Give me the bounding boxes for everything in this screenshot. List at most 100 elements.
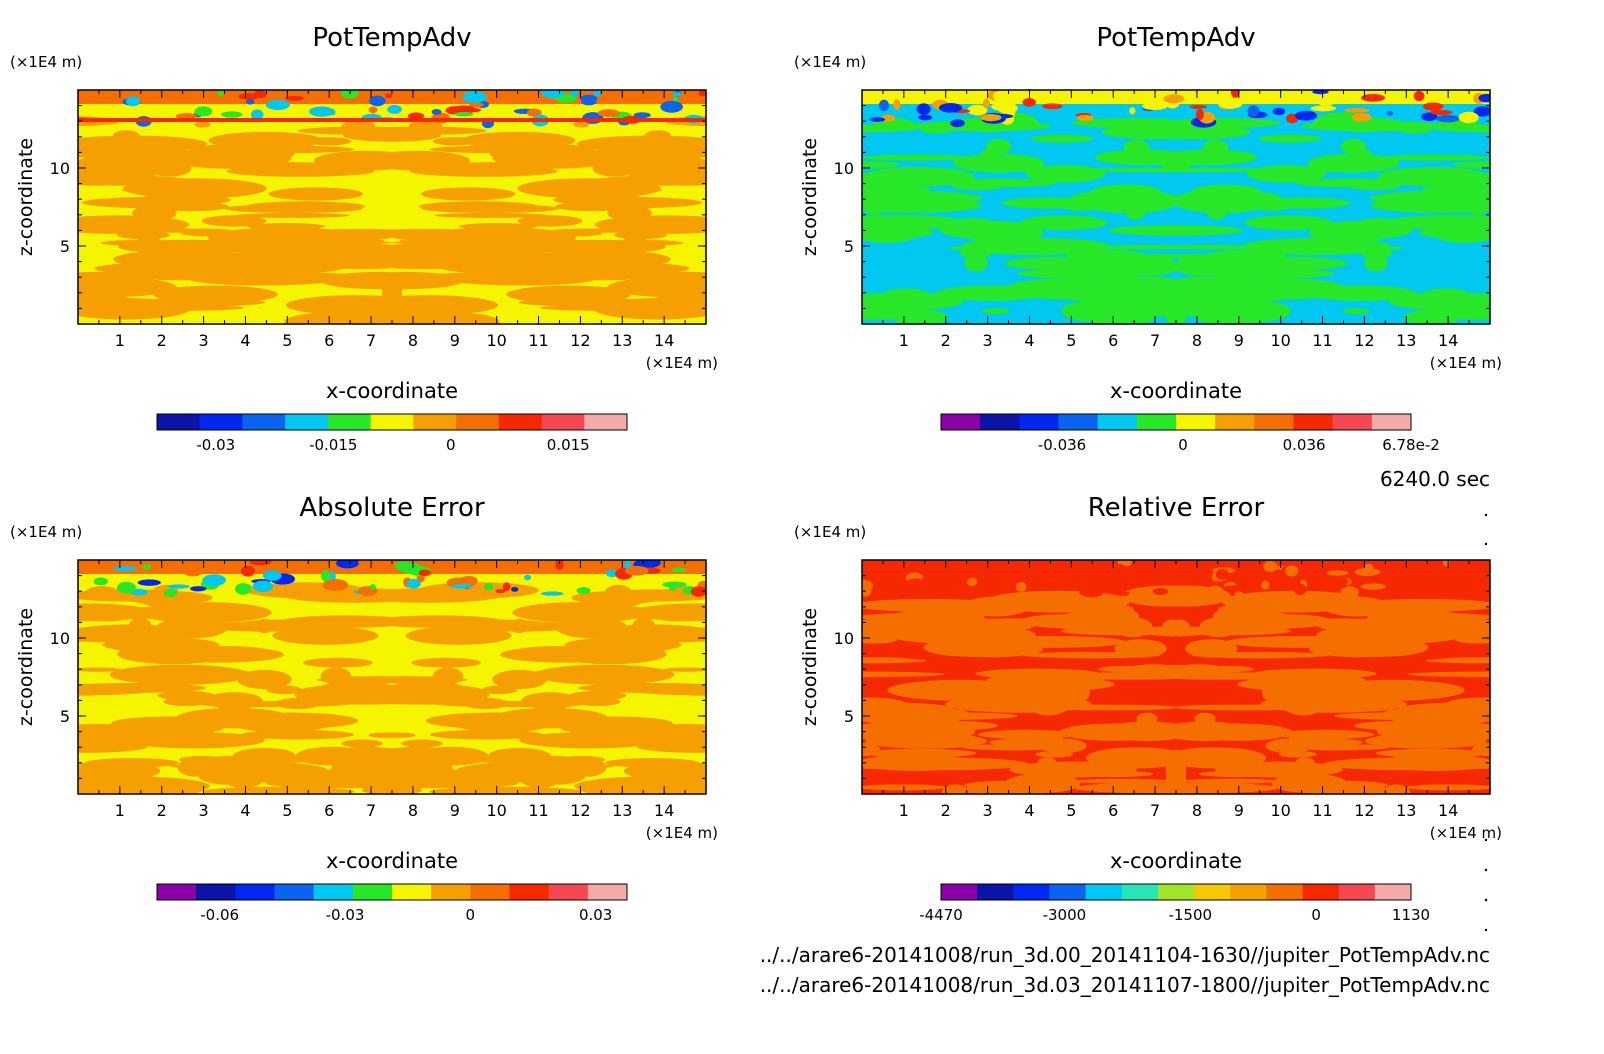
contour-patch bbox=[574, 697, 621, 707]
x-tick-label: 10 bbox=[486, 801, 506, 820]
colorbar-tick-label: 0.015 bbox=[547, 436, 590, 454]
contour-patch bbox=[1185, 639, 1238, 658]
contour-patch bbox=[920, 126, 953, 134]
time-label: 6240.0 sec bbox=[1380, 467, 1490, 491]
contour-patch bbox=[1194, 712, 1216, 725]
contour-patch bbox=[237, 669, 292, 690]
x-tick-label: 6 bbox=[1108, 331, 1118, 350]
contour-patch bbox=[1154, 672, 1284, 680]
top-feature bbox=[234, 583, 252, 595]
x-tick-label: 7 bbox=[366, 331, 376, 350]
file-path-1: ../../arare6-20141008/run_3d.00_20141104… bbox=[760, 943, 1490, 967]
contour-patch bbox=[862, 154, 970, 161]
colorbar-swatch bbox=[1176, 414, 1216, 430]
contour-patch bbox=[1205, 200, 1228, 220]
x-tick-label: 4 bbox=[240, 331, 250, 350]
top-feature bbox=[1272, 107, 1286, 116]
colorbar-swatch bbox=[541, 414, 585, 430]
file-path-2: ../../arare6-20141008/run_3d.03_20141107… bbox=[760, 973, 1490, 997]
z-tick-label: 10 bbox=[834, 159, 854, 178]
colorbar-swatch bbox=[1097, 414, 1138, 430]
contour-patch bbox=[1262, 682, 1286, 703]
z-axis-label: z-coordinate bbox=[799, 608, 821, 726]
x-tick-label: 4 bbox=[1024, 331, 1034, 350]
x-tick-label: 10 bbox=[1270, 331, 1290, 350]
contour-patch bbox=[541, 262, 663, 269]
contour-patch bbox=[500, 646, 631, 663]
colorbar-tick-label: 6.78e-2 bbox=[1382, 436, 1440, 454]
contour-patch bbox=[1436, 227, 1490, 244]
contour-patch bbox=[330, 758, 378, 781]
top-feature bbox=[328, 108, 336, 116]
contour-patch bbox=[997, 221, 1024, 233]
contour-patch bbox=[1364, 253, 1388, 272]
x-tick-label: 4 bbox=[240, 801, 250, 820]
x-tick-label: 13 bbox=[612, 331, 632, 350]
contour-patch bbox=[235, 212, 350, 218]
contour-patch bbox=[1136, 712, 1158, 725]
contour-patch bbox=[406, 758, 454, 781]
contour-patch bbox=[887, 679, 1033, 701]
x-tick-label: 13 bbox=[612, 801, 632, 820]
chart-title: Relative Error bbox=[1088, 493, 1265, 523]
contour-patch bbox=[605, 758, 699, 768]
x-tick-label: 1 bbox=[115, 331, 125, 350]
contour-patch bbox=[354, 694, 492, 705]
contour-patch bbox=[1387, 214, 1490, 230]
x-tick-label: 9 bbox=[450, 801, 460, 820]
z-unit-label: (×1E4 m) bbox=[10, 523, 82, 541]
x-tick-label: 2 bbox=[941, 331, 951, 350]
contour-patch bbox=[862, 671, 945, 678]
top-feature bbox=[462, 91, 487, 104]
top-feature bbox=[320, 570, 331, 582]
colorbar-swatch bbox=[977, 884, 1014, 900]
top-feature bbox=[1015, 581, 1027, 593]
contour-patch bbox=[862, 303, 924, 320]
contour-patch bbox=[386, 228, 478, 241]
colorbar-swatch bbox=[1121, 884, 1159, 900]
contour-patch bbox=[1163, 265, 1263, 273]
contour-patch bbox=[281, 238, 385, 243]
colorbar-swatch bbox=[456, 414, 500, 430]
colorbar-swatch bbox=[1019, 414, 1059, 430]
top-feature bbox=[262, 570, 282, 581]
contour-patch bbox=[521, 692, 579, 710]
contour-patch bbox=[1421, 183, 1490, 197]
colorbar-swatch bbox=[352, 884, 393, 900]
top-feature bbox=[1429, 109, 1453, 116]
top-feature bbox=[1263, 560, 1278, 573]
top-feature bbox=[662, 581, 687, 588]
x-tick-label: 12 bbox=[570, 801, 590, 820]
contour-patch bbox=[400, 248, 514, 261]
colorbar-swatch bbox=[1293, 414, 1334, 430]
colorbar-swatch bbox=[1136, 414, 1177, 430]
z-tick-label: 10 bbox=[50, 159, 70, 178]
top-feature bbox=[1354, 568, 1381, 576]
x-tick-label: 3 bbox=[199, 331, 209, 350]
top-feature bbox=[167, 90, 183, 98]
colorbar-swatch bbox=[313, 884, 354, 900]
top-feature bbox=[406, 578, 421, 589]
contour-patch bbox=[631, 685, 706, 696]
colorbar-swatch bbox=[941, 884, 978, 900]
x-axis-label: x-coordinate bbox=[1110, 379, 1242, 403]
margin-dot bbox=[1484, 542, 1488, 546]
contour-patch bbox=[1319, 679, 1465, 701]
contour-patch bbox=[434, 212, 549, 218]
contour-patch bbox=[1405, 784, 1490, 791]
margin-dot bbox=[1484, 838, 1488, 842]
top-feature bbox=[1022, 98, 1036, 107]
contour-patch bbox=[1110, 225, 1244, 236]
top-feature bbox=[1230, 560, 1240, 570]
contour-patch bbox=[862, 214, 965, 230]
x-tick-label: 4 bbox=[1024, 801, 1034, 820]
contour-patch bbox=[153, 646, 284, 663]
x-tick-label: 11 bbox=[528, 331, 548, 350]
top-feature bbox=[185, 571, 202, 577]
contour-patch bbox=[1244, 215, 1333, 231]
colorbar-swatch bbox=[1371, 414, 1412, 430]
top-feature bbox=[1234, 591, 1244, 597]
colorbar-tick-label: -3000 bbox=[1043, 906, 1087, 924]
contour-patch bbox=[85, 758, 179, 768]
